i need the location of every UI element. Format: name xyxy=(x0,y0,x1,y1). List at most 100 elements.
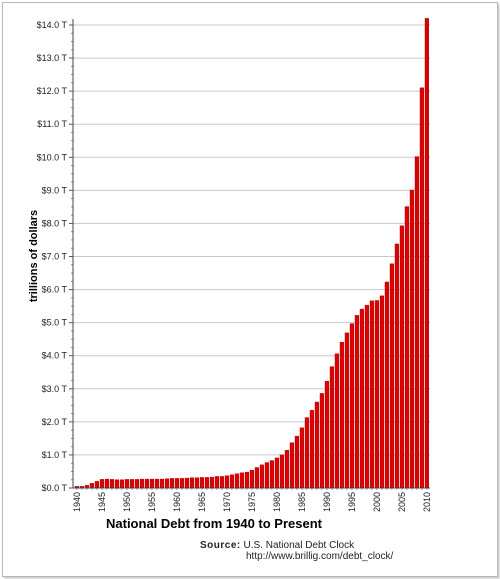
bar-1968 xyxy=(214,476,219,489)
bar-1991 xyxy=(329,366,334,489)
bar-2005 xyxy=(399,225,404,489)
bar-1963 xyxy=(189,477,194,489)
bar-1981 xyxy=(279,454,284,489)
y-axis-label: trillions of dollars xyxy=(28,210,40,302)
x-tick-label: 1945 xyxy=(97,492,107,512)
bar-1964 xyxy=(194,477,199,489)
bar-2001 xyxy=(379,295,384,489)
bar-2009 xyxy=(419,87,424,489)
y-tick-label: $4.0 T xyxy=(42,351,68,361)
y-tick-label: $1.0 T xyxy=(42,450,68,460)
bar-1953 xyxy=(139,478,144,489)
bar-1985 xyxy=(299,427,304,489)
bar-1996 xyxy=(354,315,359,489)
bar-1992 xyxy=(334,353,339,489)
bar-2010 xyxy=(424,18,429,489)
bar-1945 xyxy=(99,479,104,489)
bar-2007 xyxy=(409,189,414,489)
bar-1980 xyxy=(274,457,279,489)
bar-1962 xyxy=(184,477,189,489)
bar-1956 xyxy=(154,478,159,489)
x-tick-label: 1985 xyxy=(297,492,307,512)
bar-1944 xyxy=(94,481,99,489)
y-tick-label: $13.0 T xyxy=(37,53,68,63)
bar-1987 xyxy=(309,410,314,489)
bar-1988 xyxy=(314,401,319,489)
y-tick-labels: $0.0 T $1.0 T $2.0 T $3.0 T $4.0 T $5.0 T $6.0… xyxy=(37,20,68,493)
bar-1977 xyxy=(259,464,264,489)
bar-1966 xyxy=(204,477,209,489)
bar-1993 xyxy=(339,341,344,489)
x-tick-label: 1995 xyxy=(347,492,357,512)
bar-1983 xyxy=(289,442,294,489)
bar-1972 xyxy=(234,473,239,489)
bar-1998 xyxy=(364,304,369,489)
bar-1997 xyxy=(359,308,364,489)
x-tick-label: 1990 xyxy=(322,492,332,512)
y-tick-label: $9.0 T xyxy=(42,185,68,195)
y-tick-label: $6.0 T xyxy=(42,285,68,295)
bar-1957 xyxy=(159,478,164,489)
bar-1978 xyxy=(264,462,269,489)
y-tick-label: $14.0 T xyxy=(37,20,68,30)
y-tick-label: $5.0 T xyxy=(42,318,68,328)
bar-1990 xyxy=(324,380,329,489)
source-name: U.S. National Debt Clock xyxy=(243,540,355,551)
x-tick-label: 1950 xyxy=(122,492,132,512)
bar-1982 xyxy=(284,450,289,489)
bar-1954 xyxy=(144,478,149,489)
x-tick-labels: 1940 1945 1950 1955 1960 1965 1970 1975 1980 1985… xyxy=(72,492,432,512)
y-tick-label: $8.0 T xyxy=(42,218,68,228)
bar-1950 xyxy=(124,479,129,489)
bar-1984 xyxy=(294,435,299,489)
x-tick-label: 1940 xyxy=(72,492,82,512)
chart-title: National Debt from 1940 to Present xyxy=(106,516,322,531)
y-tick-label: $11.0 T xyxy=(37,119,67,129)
x-tick-label: 2010 xyxy=(422,492,432,512)
y-tick-label: $2.0 T xyxy=(42,417,68,427)
bar-1958 xyxy=(164,478,169,489)
bar-1946 xyxy=(104,478,109,489)
bar-1973 xyxy=(239,472,244,489)
bar-1971 xyxy=(229,474,234,489)
bar-2003 xyxy=(389,263,394,489)
bar-1960 xyxy=(174,478,179,489)
bar-1974 xyxy=(244,471,249,489)
bar-1955 xyxy=(149,478,154,489)
y-tick-label: $7.0 T xyxy=(42,252,68,262)
x-tick-label: 1970 xyxy=(222,492,232,512)
bar-2004 xyxy=(394,243,399,489)
bar-1949 xyxy=(119,479,124,489)
bar-1943 xyxy=(89,483,94,489)
bar-1965 xyxy=(199,477,204,489)
bar-1967 xyxy=(209,476,214,489)
y-tick-label: $10.0 T xyxy=(37,152,68,162)
source-url: http://www.brillig.com/debt_clock/ xyxy=(246,551,394,562)
bar-1970 xyxy=(224,475,229,489)
x-tick-label: 2000 xyxy=(372,492,382,512)
bar-1976 xyxy=(254,467,259,489)
axes xyxy=(69,19,430,490)
bar-1969 xyxy=(219,476,224,489)
x-tick-label: 1955 xyxy=(147,492,157,512)
bar-1947 xyxy=(109,479,114,489)
bar-1986 xyxy=(304,417,309,489)
bar-2008 xyxy=(414,156,419,489)
source-label: Source: xyxy=(200,540,241,551)
x-tick-label: 1975 xyxy=(247,492,257,512)
x-tick-label: 1960 xyxy=(172,492,182,512)
x-tick-label: 1965 xyxy=(197,492,207,512)
bar-1989 xyxy=(319,393,324,489)
bars xyxy=(74,18,429,489)
bar-1994 xyxy=(344,332,349,489)
source-note: Source: U.S. National Debt Clock http://… xyxy=(200,540,393,562)
bar-2000 xyxy=(374,300,379,489)
bar-1961 xyxy=(179,478,184,489)
bar-1999 xyxy=(369,300,374,489)
bar-1975 xyxy=(249,469,254,489)
bar-1959 xyxy=(169,478,174,489)
bar-1951 xyxy=(129,479,134,489)
bar-1979 xyxy=(269,460,274,489)
bar-2002 xyxy=(384,281,389,489)
